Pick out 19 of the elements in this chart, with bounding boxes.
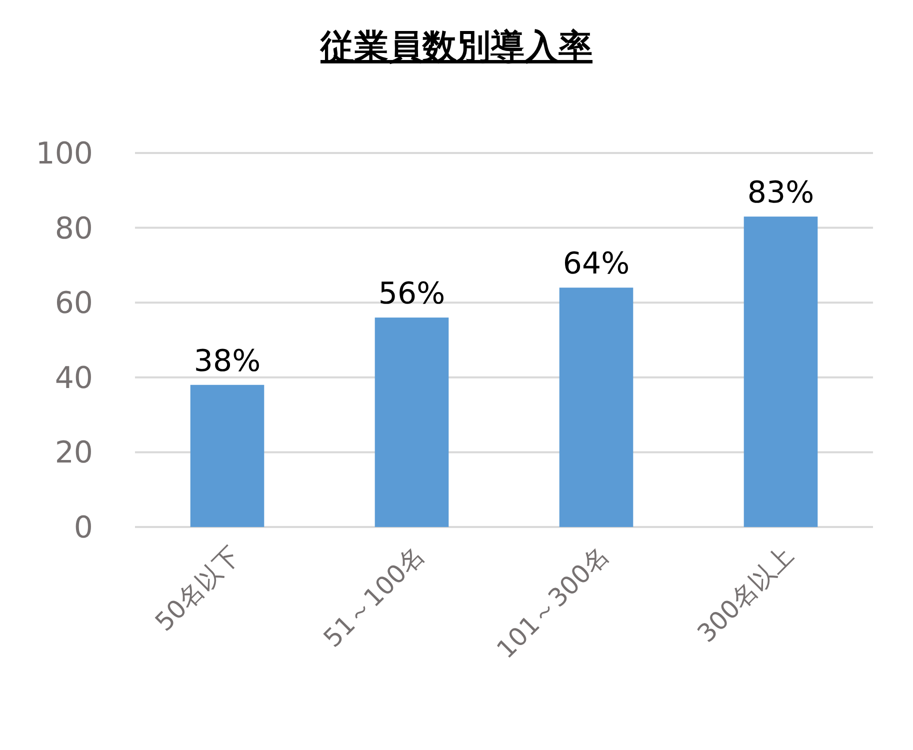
y-tick-label: 60 [54,286,93,322]
y-tick-label: 40 [54,360,93,396]
data-label: 38% [194,344,261,379]
x-tick-label: 50名以下 [149,540,246,637]
x-tick-label: 101～300名 [491,540,614,664]
x-tick-label: 51～100名 [318,540,430,653]
bar [374,318,449,527]
bar [744,216,818,527]
data-label: 83% [747,176,814,211]
data-label: 64% [562,246,630,282]
y-tick-label: 0 [74,510,93,546]
x-tick-label: 300名以上 [692,540,799,648]
y-tick-label: 20 [54,436,93,471]
chart-title: 従業員数別導入率 [320,27,592,67]
bar [190,384,264,527]
data-label: 56% [378,276,446,312]
bar [559,288,634,527]
y-tick-label: 100 [36,136,93,172]
y-tick-label: 80 [54,211,93,246]
